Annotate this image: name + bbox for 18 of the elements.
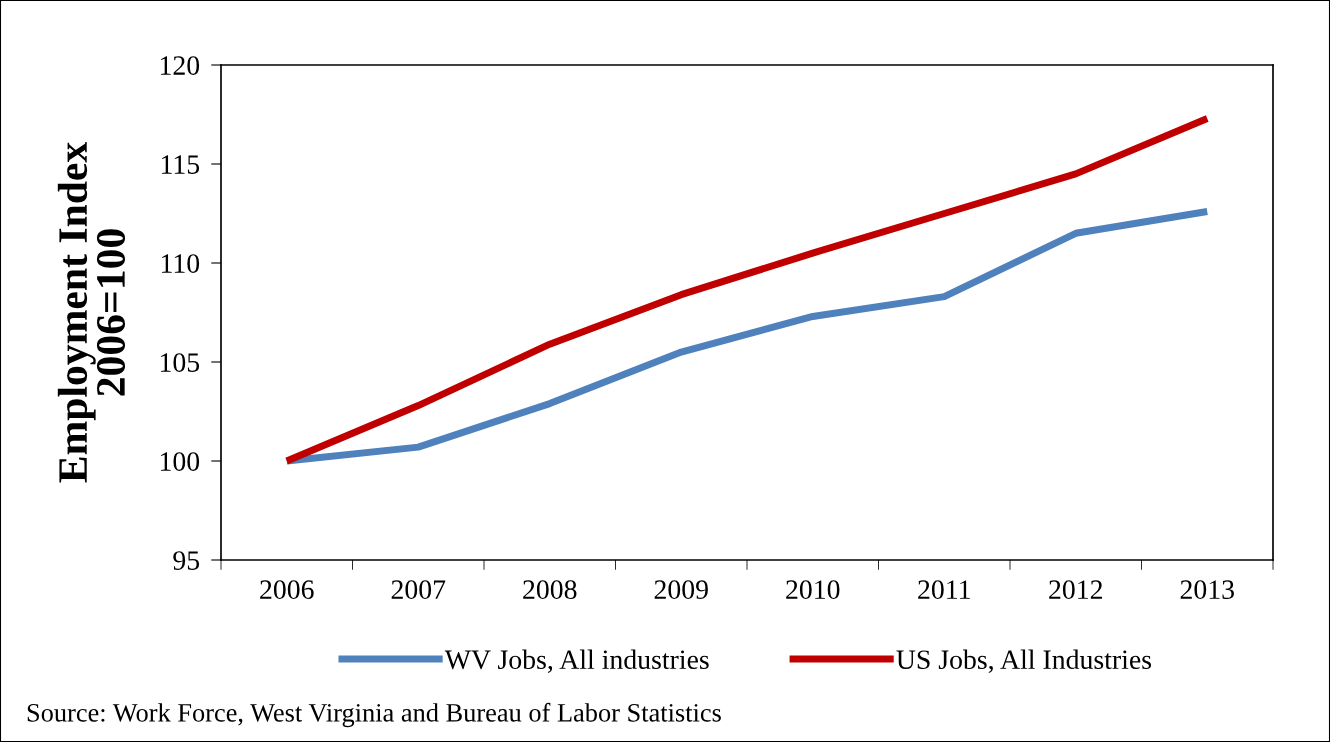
x-tick-label: 2008: [523, 580, 577, 599]
x-tick-label: 2011: [918, 580, 970, 599]
y-tick-label: 95: [173, 551, 200, 570]
y-tick-label: 120: [160, 56, 200, 75]
x-tick-label: 2007: [391, 580, 446, 599]
y-axis-title: Employment Index 2006=100: [57, 141, 126, 483]
y-tick-label: 115: [161, 155, 200, 174]
legend-label: WV Jobs, All industries: [444, 649, 709, 674]
source-note: Source: Work Force, West Virginia and Bureau of Labor Statistics: [27, 702, 721, 728]
x-tick-label: 2010: [786, 580, 840, 599]
y-tick-label: 100: [160, 452, 200, 471]
y-tick-label: 105: [160, 353, 200, 372]
x-tick-label: 2013: [1180, 580, 1234, 599]
x-tick-label: 2009: [654, 580, 708, 599]
legend-label: US Jobs, All Industries: [896, 649, 1152, 674]
x-tick-label: 2006: [260, 580, 314, 599]
x-tick-label: 2012: [1049, 580, 1102, 599]
y-tick-label: 110: [161, 254, 200, 273]
